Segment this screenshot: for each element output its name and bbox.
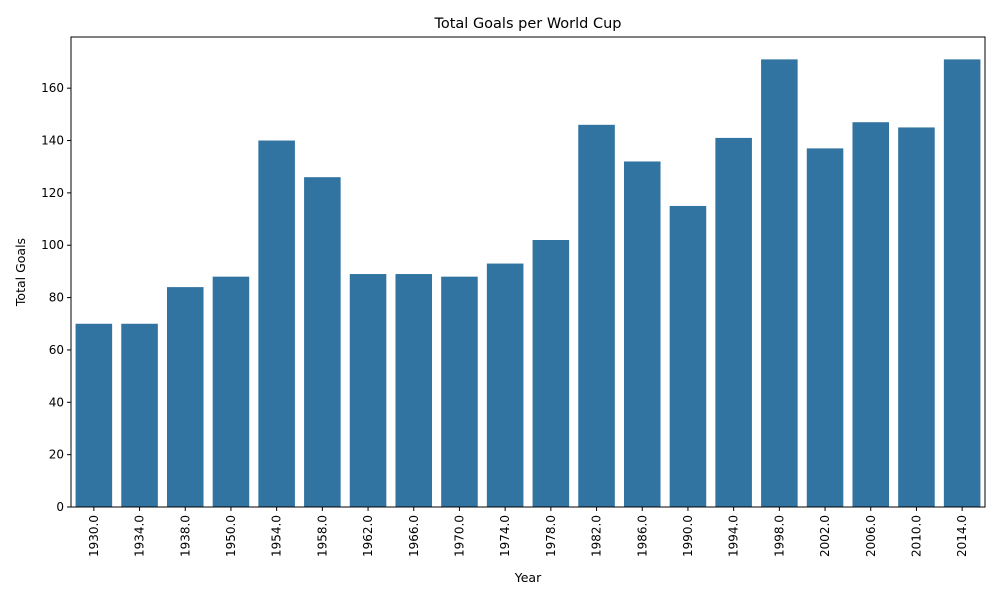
x-tick-label: 1934.0 xyxy=(133,515,147,557)
bar-1978.0 xyxy=(532,240,570,507)
x-tick-label: 1990.0 xyxy=(681,515,695,557)
chart-title: Total Goals per World Cup xyxy=(433,16,621,32)
y-tick-label: 20 xyxy=(49,448,64,462)
x-tick-label: 1938.0 xyxy=(178,515,192,557)
x-axis: 1930.0 1934.0 1938.0 1950.0 1954.0 1958.0 1962… xyxy=(87,507,969,557)
y-tick-label: 40 xyxy=(49,395,64,409)
x-tick-label: 1978.0 xyxy=(544,515,558,557)
bar-2002.0 xyxy=(806,148,844,507)
x-tick-label: 1982.0 xyxy=(590,515,604,557)
y-axis: 0 20 40 60 80 100 120 140 160 xyxy=(41,81,71,514)
bar-1994.0 xyxy=(715,137,752,507)
x-tick-label: 1930.0 xyxy=(87,515,101,557)
x-tick-label: 2002.0 xyxy=(818,515,832,557)
y-tick-label: 60 xyxy=(49,343,64,357)
bar-1954.0 xyxy=(258,140,295,507)
x-tick-label: 1986.0 xyxy=(635,515,649,557)
bar-1930.0 xyxy=(75,323,113,507)
bar-2010.0 xyxy=(898,127,935,507)
bar-1966.0 xyxy=(395,274,433,507)
plot-frame xyxy=(70,36,986,508)
bar-2006.0 xyxy=(852,122,890,507)
x-tick-label: 2010.0 xyxy=(909,515,923,557)
x-axis-label: Year xyxy=(514,570,542,585)
y-tick-label: 80 xyxy=(49,291,64,305)
x-tick-label: 1994.0 xyxy=(727,515,741,557)
x-tick-label: 2014.0 xyxy=(955,515,969,557)
bar-1950.0 xyxy=(212,276,250,507)
bar-1970.0 xyxy=(441,276,478,507)
bar-1958.0 xyxy=(304,177,341,507)
bar-1974.0 xyxy=(486,263,524,507)
x-tick-label: 1974.0 xyxy=(498,515,512,557)
y-tick-label: 160 xyxy=(41,81,64,95)
bar-1982.0 xyxy=(578,124,615,507)
x-tick-label: 1950.0 xyxy=(224,515,238,557)
x-tick-label: 1966.0 xyxy=(407,515,421,557)
x-tick-label: 1962.0 xyxy=(361,515,375,557)
x-tick-label: 1958.0 xyxy=(315,515,329,557)
bar-1934.0 xyxy=(121,323,158,507)
y-tick-label: 140 xyxy=(41,134,64,148)
y-tick-label: 0 xyxy=(56,500,64,514)
bar-2014.0 xyxy=(943,59,981,507)
x-tick-label: 2006.0 xyxy=(864,515,878,557)
x-tick-label: 1970.0 xyxy=(452,515,466,557)
x-tick-label: 1954.0 xyxy=(270,515,284,557)
y-tick-label: 100 xyxy=(41,238,64,252)
bar-1938.0 xyxy=(166,287,204,507)
x-tick-label: 1998.0 xyxy=(772,515,786,557)
bar-1962.0 xyxy=(349,274,387,507)
bar-1990.0 xyxy=(669,205,707,507)
bar-1986.0 xyxy=(623,161,661,507)
y-tick-label: 120 xyxy=(41,186,64,200)
bars-layer xyxy=(75,59,981,507)
bar-1998.0 xyxy=(761,59,798,507)
y-axis-label: Total Goals xyxy=(13,238,28,307)
